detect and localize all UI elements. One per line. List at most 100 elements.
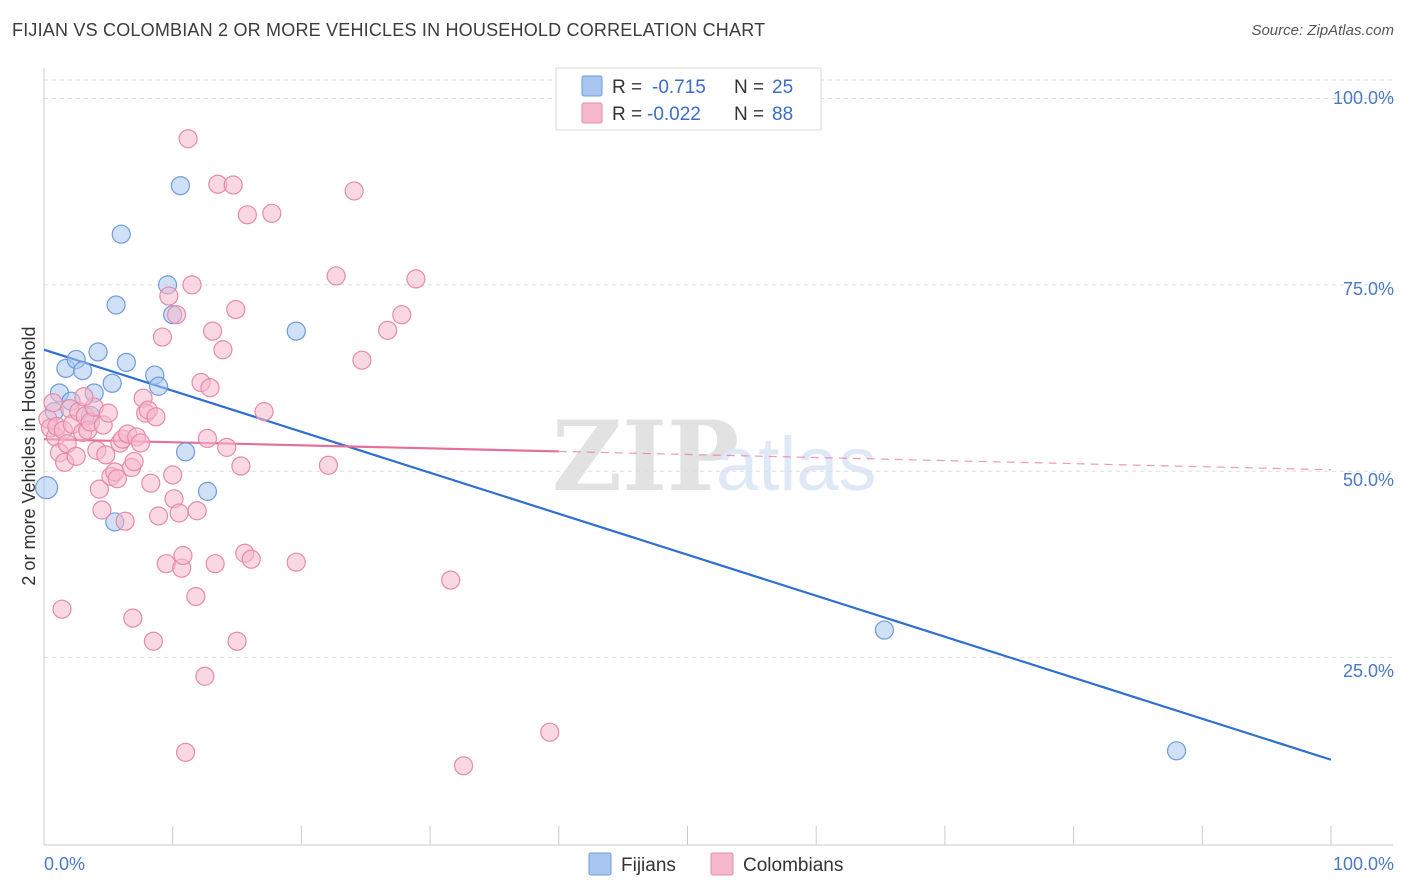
point-colombians-58: [195, 666, 215, 686]
point-colombians-69: [231, 456, 251, 476]
trendline-colombians-dashed: [558, 450, 1332, 471]
point-colombians-21: [92, 500, 112, 520]
point-colombians-76: [318, 455, 339, 475]
point-colombians-2: [43, 393, 63, 413]
point-colombians-64: [213, 340, 233, 360]
point-fijians-21: [197, 481, 218, 501]
point-colombians-77: [326, 266, 346, 286]
series-legend: Fijians Colombians: [588, 852, 843, 876]
point-colombians-51: [173, 545, 193, 566]
point-colombians-68: [227, 631, 247, 651]
point-colombians-48: [166, 305, 187, 325]
legend-r-value-fijians: -0.715: [652, 77, 706, 98]
bottom-legend-swatch-fijians: [588, 852, 612, 876]
point-colombians-56: [187, 501, 207, 521]
point-colombians-67: [226, 299, 246, 320]
point-fijians-12: [106, 295, 126, 315]
point-colombians-72: [241, 549, 261, 569]
y-axis-label: 2 or more Vehicles in Household: [19, 326, 39, 585]
point-fijians-10: [102, 373, 122, 393]
point-fijians-14: [116, 352, 136, 373]
point-colombians-46: [163, 465, 183, 485]
legend-r-value-colombians: -0.022: [647, 104, 701, 125]
legend-n-label-fijians: N =: [734, 77, 764, 98]
y-tick-label-75: 75.0%: [1343, 279, 1394, 299]
legend-swatch-colombians: [581, 102, 603, 124]
data-points: [34, 129, 1187, 776]
legend-n-label-colombians: N =: [734, 104, 764, 125]
grid-lines: [44, 79, 1393, 659]
point-fijians-20: [175, 442, 196, 462]
point-colombians-12: [66, 446, 86, 466]
point-colombians-71: [237, 205, 257, 225]
point-colombians-84: [453, 756, 474, 776]
point-colombians-45: [159, 286, 179, 306]
legend-n-value-colombians: 88: [772, 104, 793, 125]
point-colombians-83: [441, 570, 461, 590]
point-colombians-85: [540, 722, 560, 742]
point-colombians-79: [352, 350, 372, 370]
point-colombians-87: [74, 387, 94, 407]
source-label: Source: ZipAtlas.com: [1251, 22, 1394, 39]
y-tick-label-50: 50.0%: [1343, 470, 1394, 490]
point-fijians-24: [1166, 741, 1187, 761]
point-fijians-22: [286, 321, 306, 341]
point-colombians-65: [217, 437, 237, 457]
point-colombians-43: [152, 327, 173, 347]
point-colombians-80: [378, 320, 398, 340]
point-colombians-66: [223, 175, 243, 195]
point-colombians-42: [148, 506, 169, 526]
legend-r-label-fijians: R =: [612, 77, 642, 98]
chart-title: FIJIAN VS COLOMBIAN 2 OR MORE VEHICLES I…: [12, 20, 766, 40]
point-colombians-20: [89, 479, 109, 499]
point-colombians-60: [200, 378, 220, 398]
point-colombians-82: [406, 269, 426, 289]
point-colombians-74: [262, 203, 282, 223]
point-fijians-16: [148, 376, 169, 396]
point-colombians-23: [96, 445, 116, 465]
point-colombians-73: [254, 402, 274, 422]
y-tick-label-100: 100.0%: [1333, 88, 1394, 108]
point-colombians-41: [146, 407, 166, 427]
point-colombians-75: [286, 552, 306, 572]
point-colombians-78: [344, 181, 364, 201]
point-colombians-39: [141, 473, 161, 493]
point-colombians-30: [115, 511, 135, 531]
point-colombians-55: [186, 586, 206, 607]
legend-r-label-colombians: R =: [612, 104, 642, 125]
point-colombians-52: [175, 742, 196, 762]
legend-swatch-fijians: [581, 75, 603, 97]
point-colombians-86: [123, 608, 143, 628]
legend-n-value-fijians: 25: [772, 77, 793, 98]
point-fijians-6: [73, 361, 93, 381]
point-colombians-54: [182, 275, 202, 295]
correlation-legend: R = -0.715 N = 25 R = -0.022 N = 88: [555, 67, 822, 131]
bottom-legend-label-fijians: Fijians: [621, 855, 676, 876]
axes: [43, 68, 1393, 846]
bottom-legend-swatch-colombians: [710, 852, 734, 876]
point-colombians-61: [202, 321, 223, 341]
point-colombians-59: [197, 428, 218, 449]
point-fijians-9: [88, 342, 108, 362]
point-colombians-27: [107, 469, 127, 489]
point-colombians-49: [169, 503, 189, 523]
x-tick-label-min: 0.0%: [44, 854, 85, 874]
x-tick-label-max: 100.0%: [1333, 854, 1394, 874]
point-fijians-0: [34, 476, 59, 500]
point-colombians-35: [130, 433, 151, 453]
point-fijians-13: [111, 224, 131, 244]
point-colombians-40: [143, 631, 163, 651]
watermark-atlas: atlas: [716, 422, 877, 507]
bottom-legend-label-colombians: Colombians: [743, 855, 843, 876]
point-colombians-81: [392, 305, 412, 325]
point-colombians-6: [52, 599, 72, 619]
point-colombians-24: [98, 403, 118, 423]
point-fijians-23: [874, 620, 895, 640]
point-colombians-33: [124, 451, 144, 472]
point-colombians-62: [205, 554, 225, 574]
point-colombians-53: [178, 129, 198, 149]
watermark-zip: ZIP: [552, 400, 739, 513]
point-fijians-19: [170, 176, 191, 196]
y-tick-label-25: 25.0%: [1343, 661, 1394, 681]
